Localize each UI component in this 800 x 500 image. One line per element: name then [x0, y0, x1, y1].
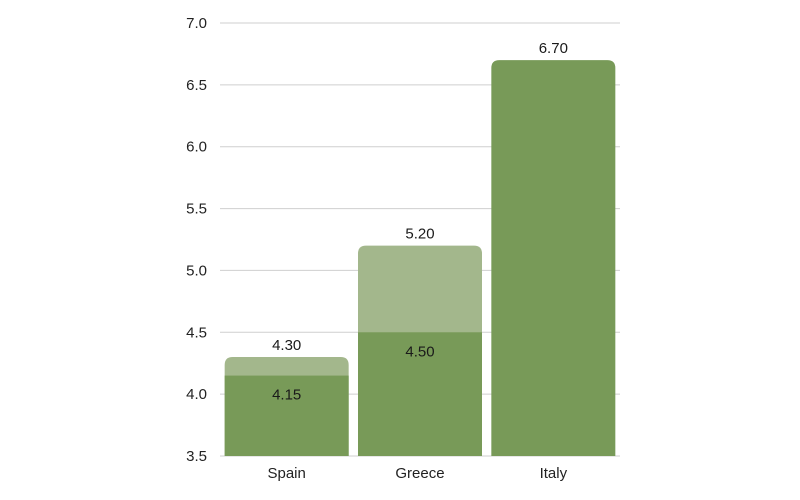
x-axis-ticks: Spain Greece Italy: [267, 465, 567, 482]
bar-lower-spain: [224, 375, 349, 456]
bar-lower-greece: [358, 332, 482, 456]
value-label-inner: 4.15: [272, 387, 301, 404]
y-tick-label: 4.5: [186, 324, 207, 341]
value-label-top: 4.30: [272, 337, 301, 354]
y-tick-label: 7.0: [186, 15, 207, 32]
y-tick-label: 3.5: [186, 448, 207, 465]
value-label-top: 5.20: [405, 226, 434, 243]
y-tick-label: 6.5: [186, 77, 207, 94]
y-tick-label: 5.0: [186, 262, 207, 279]
x-tick-label: Spain: [267, 465, 305, 482]
value-labels: 4.30 4.15 5.20 4.50 6.70: [272, 40, 568, 403]
x-tick-label: Greece: [395, 465, 444, 482]
x-tick-label: Italy: [540, 465, 568, 482]
y-tick-label: 6.0: [186, 139, 207, 156]
value-label-top: 6.70: [539, 40, 568, 57]
bar-italy: [491, 60, 616, 456]
y-axis-ticks: 3.5 4.0 4.5 5.0 5.5 6.0 6.5 7.0: [186, 15, 207, 465]
y-tick-label: 5.5: [186, 201, 207, 218]
bars: [224, 60, 616, 456]
value-label-inner: 4.50: [405, 343, 434, 360]
y-tick-label: 4.0: [186, 386, 207, 403]
